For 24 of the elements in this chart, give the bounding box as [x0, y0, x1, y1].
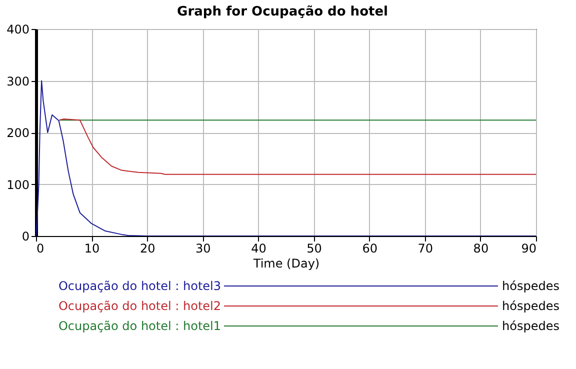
- x-tick-label: 20: [140, 242, 156, 256]
- text: hóspedes: [502, 279, 560, 293]
- text: hóspedes: [502, 319, 560, 333]
- x-tick-label: 60: [362, 242, 378, 256]
- y-tick-label: 400: [6, 22, 30, 36]
- x-tick-label: 0: [36, 242, 44, 256]
- y-tick-label: 200: [6, 126, 30, 140]
- x-tick-label: 70: [418, 242, 434, 256]
- x-tick-label: 80: [473, 242, 489, 256]
- x-tick-label: 50: [306, 242, 322, 256]
- x-tick-label: 90: [521, 242, 536, 256]
- x-tick-label: 10: [84, 242, 100, 256]
- y-tick-label: 0: [22, 230, 30, 244]
- x-tick-label: 40: [251, 242, 266, 256]
- y-tick-label: 300: [6, 74, 30, 88]
- line-series: [58, 118, 536, 175]
- x-tick-label: 30: [196, 242, 211, 256]
- text: Ocupação do hotel : hotel3: [58, 279, 221, 293]
- chart-title: Graph for Ocupação do hotel: [177, 4, 388, 20]
- text: Ocupação do hotel : hotel1: [58, 319, 221, 333]
- x-axis-title: Time (Day): [252, 256, 320, 270]
- y-tick-label: 100: [6, 178, 30, 192]
- text: Ocupação do hotel : hotel2: [58, 299, 221, 313]
- text: hóspedes: [502, 299, 560, 313]
